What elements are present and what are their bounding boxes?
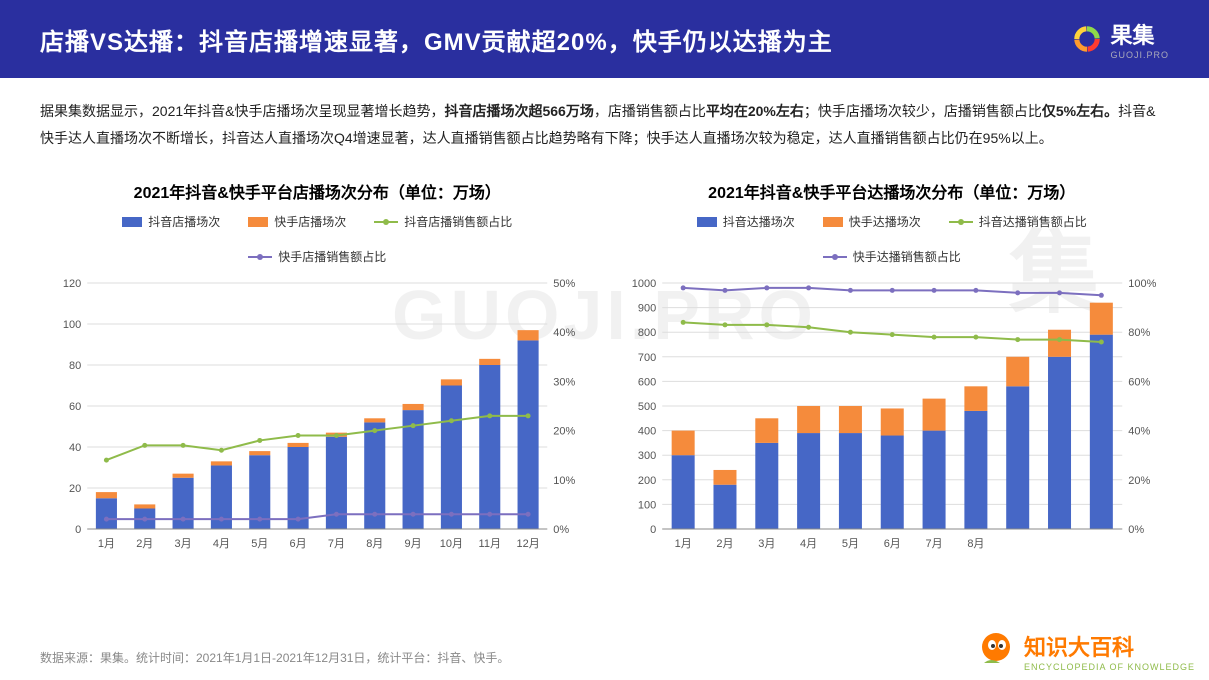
svg-text:80%: 80% [1128,327,1150,339]
svg-text:60: 60 [69,401,81,413]
chart-left-title: 2021年抖音&快手平台店播场次分布（单位：万场） [40,179,595,203]
svg-text:11月: 11月 [479,538,501,550]
svg-text:2月: 2月 [136,538,153,550]
chart-left: 2021年抖音&快手平台店播场次分布（单位：万场） 抖音店播场次快手店播场次抖音… [40,179,595,553]
svg-text:80: 80 [69,360,81,372]
svg-text:0: 0 [650,524,656,536]
chart-left-plot: 0 20 40 60 80 100 120 0% 10% 20% 30% 40% 50% 1月 2月 3月 4月… [40,273,595,553]
legend-item: 抖音店播销售额占比 [374,213,512,230]
svg-text:0: 0 [75,524,81,536]
logo-icon [1070,22,1104,56]
svg-text:400: 400 [637,426,655,438]
logo-subtext: GUOJI.PRO [1110,50,1169,60]
svg-text:900: 900 [637,303,655,315]
svg-text:1月: 1月 [98,538,115,550]
svg-text:8月: 8月 [366,538,383,550]
svg-text:500: 500 [637,401,655,413]
chart-right-title: 2021年抖音&快手平台达播场次分布（单位：万场） [615,179,1170,203]
svg-text:40: 40 [69,442,81,454]
svg-text:4月: 4月 [213,538,230,550]
svg-text:100: 100 [637,500,655,512]
svg-text:5月: 5月 [841,538,858,550]
svg-text:40%: 40% [553,327,575,339]
data-source-footer: 数据来源：果集。统计时间：2021年1月1日-2021年12月31日，统计平台：… [40,649,509,666]
svg-text:700: 700 [637,352,655,364]
header-bar: 店播VS达播：抖音店播增速显著，GMV贡献超20%，快手仍以达播为主 果集 GU… [0,0,1209,78]
svg-text:600: 600 [637,377,655,389]
charts-row: 2021年抖音&快手平台店播场次分布（单位：万场） 抖音店播场次快手店播场次抖音… [40,179,1169,553]
content: 据果集数据显示，2021年抖音&快手店播场次呈现显著增长趋势，抖音店播场次超56… [0,78,1209,553]
svg-text:7月: 7月 [328,538,345,550]
legend-item: 快手店播销售额占比 [248,248,386,265]
legend-item: 快手达播销售额占比 [823,248,961,265]
legend-item: 抖音达播销售额占比 [949,213,1087,230]
legend-item: 抖音达播场次 [697,213,795,230]
svg-text:12月: 12月 [516,538,539,550]
chart-right: 2021年抖音&快手平台达播场次分布（单位：万场） 抖音达播场次快手达播场次抖音… [615,179,1170,553]
svg-text:60%: 60% [1128,377,1150,389]
svg-text:6月: 6月 [290,538,307,550]
knowledge-badge: 知识大百科 ENCYCLOPEDIA OF KNOWLEDGE [976,630,1195,672]
svg-text:8月: 8月 [967,538,984,550]
svg-text:7月: 7月 [925,538,942,550]
svg-text:3月: 3月 [175,538,192,550]
svg-text:300: 300 [637,450,655,462]
svg-text:0%: 0% [553,524,569,536]
badge-icon [976,631,1016,671]
chart-right-plot: 0 100 200 300 400 500 600 700 800 900 1000 0% 20% 40%… [615,273,1170,553]
svg-text:100%: 100% [1128,278,1156,290]
svg-text:800: 800 [637,327,655,339]
description-paragraph: 据果集数据显示，2021年抖音&快手店播场次呈现显著增长趋势，抖音店播场次超56… [40,98,1169,151]
logo-text: 果集 [1110,18,1169,50]
legend-item: 快手达播场次 [823,213,921,230]
svg-text:200: 200 [637,475,655,487]
svg-text:0%: 0% [1128,524,1144,536]
legend-item: 抖音店播场次 [122,213,220,230]
badge-text: 知识大百科 [1024,630,1195,662]
svg-text:10%: 10% [553,475,575,487]
svg-text:20%: 20% [1128,475,1150,487]
legend-item: 快手店播场次 [248,213,346,230]
svg-text:20: 20 [69,483,81,495]
badge-subtext: ENCYCLOPEDIA OF KNOWLEDGE [1024,662,1195,672]
svg-text:120: 120 [63,278,81,290]
svg-text:1000: 1000 [631,278,655,290]
svg-text:10月: 10月 [440,538,463,550]
page-title: 店播VS达播：抖音店播增速显著，GMV贡献超20%，快手仍以达播为主 [40,22,833,57]
svg-text:20%: 20% [553,426,575,438]
svg-text:5月: 5月 [251,538,268,550]
chart-right-legend: 抖音达播场次 快手达播场次 抖音达播销售额占比快手达播销售额占比 [615,213,1170,265]
svg-text:40%: 40% [1128,426,1150,438]
svg-text:100: 100 [63,319,81,331]
brand-logo: 果集 GUOJI.PRO [1070,18,1169,60]
svg-text:3月: 3月 [758,538,775,550]
chart-left-legend: 抖音店播场次 快手店播场次 抖音店播销售额占比快手店播销售额占比 [40,213,595,265]
svg-text:2月: 2月 [716,538,733,550]
svg-text:1月: 1月 [674,538,691,550]
svg-text:6月: 6月 [883,538,900,550]
svg-text:4月: 4月 [800,538,817,550]
svg-text:30%: 30% [553,377,575,389]
svg-text:9月: 9月 [405,538,422,550]
svg-text:50%: 50% [553,278,575,290]
